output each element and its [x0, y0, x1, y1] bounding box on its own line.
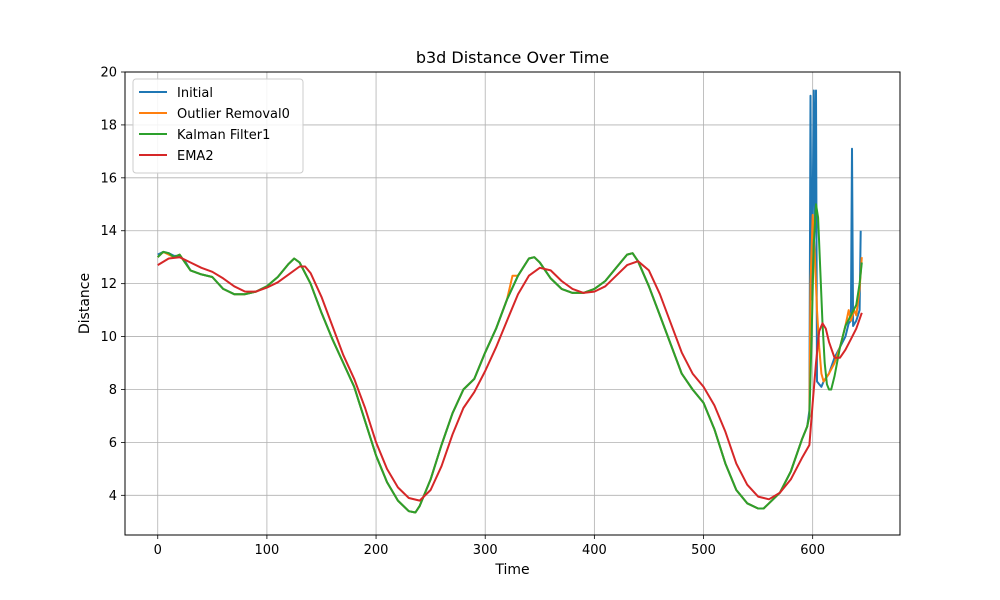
legend-label: Outlier Removal0: [177, 107, 290, 122]
plot-frame: [124, 71, 901, 536]
y-tick-label: 12: [100, 277, 117, 292]
y-tick-label: 8: [109, 383, 117, 398]
x-tick-label: 400: [582, 543, 607, 558]
y-tick-label: 10: [100, 330, 117, 345]
y-tick-label: 4: [109, 489, 117, 504]
x-tick-label: 0: [154, 543, 162, 558]
series-line-2: [157, 203, 863, 514]
x-tick-label: 100: [254, 543, 279, 558]
y-axis-label: Distance: [77, 273, 93, 334]
y-tick-label: 14: [100, 224, 117, 239]
grid: [125, 71, 900, 535]
y-tick-label: 6: [109, 436, 117, 451]
legend-label: EMA2: [177, 149, 214, 164]
x-tick-label: 500: [691, 543, 716, 558]
x-axis-label: Time: [494, 562, 529, 578]
legend-box: [132, 78, 304, 174]
y-tick-label: 16: [100, 171, 117, 186]
x-tick-label: 200: [364, 543, 389, 558]
y-tick-label: 18: [100, 118, 117, 133]
legend: Initial Outlier Removal0 Kalman Filter1 EMA…: [132, 78, 304, 174]
series-layer: [157, 89, 863, 514]
legend-label: Kalman Filter1: [177, 128, 270, 143]
axis-ticks: 0 100 200 300 400 500 600 4 6 8 10 12 14 16 18 20: [100, 66, 825, 559]
x-tick-label: 600: [800, 543, 825, 558]
chart-title: b3d Distance Over Time: [416, 48, 609, 67]
legend-label: Initial: [177, 86, 213, 101]
x-tick-label: 300: [473, 543, 498, 558]
series-line-3: [157, 256, 863, 502]
y-tick-label: 20: [100, 66, 117, 81]
